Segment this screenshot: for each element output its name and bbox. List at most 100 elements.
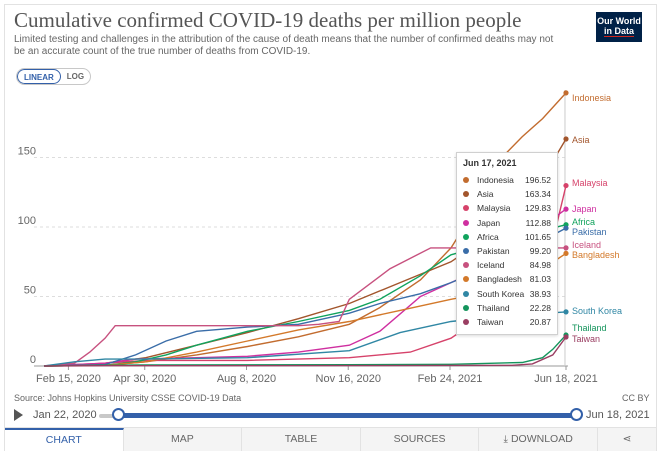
- tab-sources[interactable]: SOURCES: [360, 428, 480, 451]
- timeline-start-handle[interactable]: [112, 408, 126, 421]
- series-label: Africa: [572, 217, 595, 227]
- series-line-taiwan: [43, 336, 567, 367]
- tooltip-entity-name: Asia: [477, 189, 494, 200]
- chart-subtitle: Limited testing and challenges in the at…: [14, 34, 554, 57]
- series-end-point-asia: [563, 136, 569, 142]
- x-tick-label: Apr 30, 2020: [113, 373, 176, 385]
- tooltip-row: Japan 112.88: [463, 216, 551, 230]
- tooltip-row: Malaysia 129.83: [463, 201, 551, 215]
- tooltip-entity-name: South Korea: [477, 288, 525, 299]
- tooltip-entity-name: Japan: [477, 217, 501, 228]
- x-tick-label: Nov 16, 2020: [316, 373, 381, 385]
- y-tick-label: 50: [24, 285, 36, 297]
- tooltip-entity-value: 163.34: [525, 189, 551, 200]
- tooltip-entity-name: Indonesia: [477, 175, 514, 186]
- series-label: South Korea: [572, 306, 622, 316]
- tooltip-entity-name: Pakistan: [477, 246, 510, 257]
- tooltip-color-dot: [463, 248, 469, 255]
- tooltip-entity-value: 129.83: [525, 203, 551, 214]
- share-button[interactable]: ⋖: [597, 428, 656, 451]
- y-tick-label: 150: [18, 146, 36, 158]
- tooltip-entity-value: 112.88: [525, 217, 551, 228]
- tooltip-color-dot: [463, 290, 469, 297]
- tooltip-color-dot: [463, 191, 469, 198]
- series-end-point-taiwan: [563, 334, 569, 340]
- tooltip-color-dot: [463, 233, 469, 240]
- chart-plot[interactable]: 0 50 100 150 Feb 15, 2020 Apr 30, 2020 Aug 8, …: [0, 0, 661, 390]
- tooltip-date: Jun 17, 2021: [463, 158, 517, 168]
- series-line-africa: [43, 224, 567, 367]
- tab-map[interactable]: MAP: [123, 428, 243, 451]
- tooltip-entity-name: Thailand: [477, 302, 510, 313]
- label-layer: Indonesia Asia Malaysia Japan AfricaPakistan…: [572, 93, 622, 344]
- scale-toggle: LINEAR LOG: [16, 68, 92, 85]
- tooltip-color-dot: [463, 205, 469, 212]
- tooltip-entity-value: 20.87: [529, 316, 551, 327]
- owid-logo[interactable]: Our World in Data: [596, 12, 642, 42]
- series-end-point-iceland: [563, 245, 569, 251]
- log-scale-button[interactable]: LOG: [66, 72, 85, 81]
- tooltip-entity-name: Taiwan: [477, 316, 504, 327]
- tooltip-color-dot: [463, 177, 469, 184]
- series-label: Japan: [572, 204, 597, 214]
- tooltip-row: Pakistan 99.20: [463, 244, 551, 258]
- series-label: Malaysia: [572, 178, 608, 188]
- tooltip-row: Bangladesh 81.03: [463, 272, 551, 286]
- x-tick-label: Jun 18, 2021: [534, 373, 598, 385]
- timeline-start-label: Jan 22, 2020: [33, 409, 97, 421]
- series-end-point-bangladesh: [563, 250, 569, 256]
- linear-scale-button[interactable]: LINEAR: [17, 69, 61, 84]
- logo-line-2: in Data: [603, 26, 634, 37]
- series-label: Asia: [572, 135, 590, 145]
- timeline-end-label: Jun 18, 2021: [586, 409, 650, 421]
- tooltip-entity-value: 38.93: [529, 288, 551, 299]
- tooltip-entity-name: Bangladesh: [477, 274, 522, 285]
- series-end-point-pakistan: [563, 225, 569, 231]
- tooltip-color-dot: [463, 262, 469, 269]
- tooltip-color-dot: [463, 276, 469, 283]
- tooltip-entity-value: 196.52: [525, 175, 551, 186]
- x-tick-label: Aug 8, 2020: [217, 373, 276, 385]
- tooltip-entity-value: 22.28: [529, 302, 551, 313]
- series-end-point-malaysia: [563, 182, 569, 189]
- logo-line-1: Our World: [597, 16, 641, 26]
- tab-table[interactable]: TABLE: [242, 428, 361, 451]
- timeline: Jan 22, 2020 Jun 18, 2021: [14, 405, 650, 425]
- tooltip-row: Thailand 22.28: [463, 301, 551, 315]
- series-label: Thailand: [572, 323, 607, 333]
- series-end-point-indonesia: [563, 90, 569, 96]
- share-icon: ⋖: [622, 433, 632, 445]
- timeline-range-fill: [120, 413, 576, 418]
- tab-chart[interactable]: CHART: [5, 428, 124, 451]
- tooltip-entity-value: 81.03: [529, 274, 551, 285]
- series-end-point-japan: [563, 206, 569, 212]
- tooltip-color-dot: [463, 318, 469, 325]
- chart-title: Cumulative confirmed COVID-19 deaths per…: [14, 8, 522, 32]
- tooltip-row: Iceland 84.98: [463, 258, 551, 272]
- tooltip-entity-value: 84.98: [529, 260, 551, 271]
- x-tick-label: Feb 24, 2021: [418, 373, 483, 385]
- series-label: Iceland: [572, 240, 601, 250]
- x-tick-label: Feb 15, 2020: [36, 373, 101, 385]
- series-line-iceland: [43, 247, 566, 367]
- tooltip-color-dot: [463, 219, 469, 226]
- timeline-end-handle[interactable]: [570, 408, 583, 421]
- tooltip-entity-name: Malaysia: [477, 203, 511, 214]
- tooltip-entity-value: 99.20: [529, 246, 551, 257]
- y-tick-label: 0: [30, 354, 36, 366]
- license-note[interactable]: CC BY: [622, 393, 650, 403]
- series-line-pakistan: [43, 227, 567, 367]
- tab-download[interactable]: ⤓ DOWNLOAD: [479, 428, 598, 451]
- play-icon[interactable]: [14, 409, 23, 421]
- y-tick-label: 100: [18, 215, 36, 227]
- series-end-point-south-korea: [563, 309, 569, 315]
- tooltip-color-dot: [463, 304, 469, 311]
- tooltip-entity-name: Iceland: [477, 260, 505, 271]
- download-icon: ⤓: [503, 434, 508, 445]
- series-label: Bangladesh: [572, 250, 620, 260]
- source-note[interactable]: Source: Johns Hopkins University CSSE CO…: [14, 393, 242, 403]
- tooltip-entity-value: 101.65: [525, 231, 551, 242]
- tooltip-row: South Korea 38.93: [463, 287, 551, 301]
- tooltip-entity-name: Africa: [477, 231, 499, 242]
- hover-tooltip: Jun 17, 2021 Indonesia 196.52 Asia 163.34 Ma…: [456, 152, 558, 336]
